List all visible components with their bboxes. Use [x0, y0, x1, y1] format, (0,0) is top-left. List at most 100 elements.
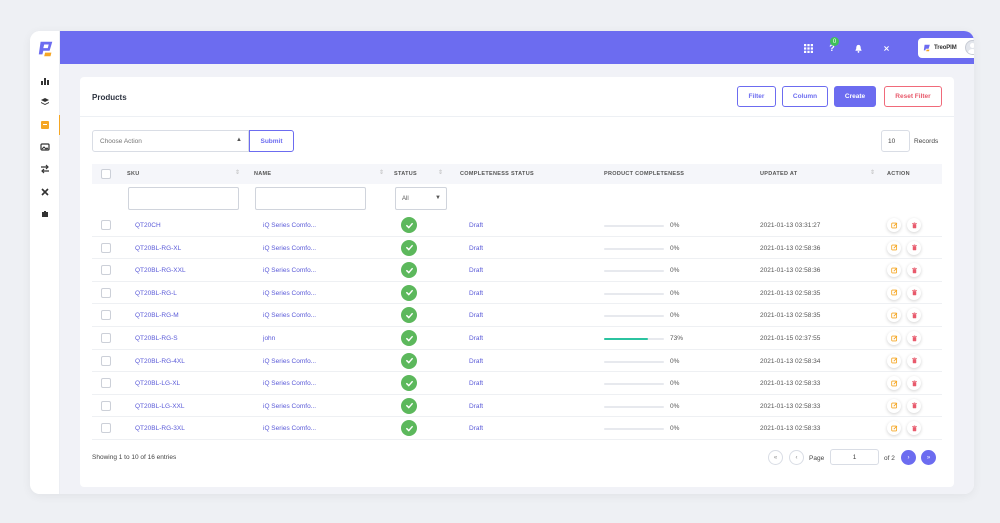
sort-icon[interactable]: ⇕	[870, 170, 876, 176]
name-filter-input[interactable]	[255, 187, 366, 210]
edit-icon[interactable]	[887, 240, 901, 255]
row-checkbox[interactable]	[101, 423, 111, 434]
sku-filter-input[interactable]	[128, 187, 239, 210]
row-checkbox[interactable]	[101, 333, 111, 343]
name-link[interactable]: iQ Series Comfo...	[263, 222, 317, 229]
row-checkbox[interactable]	[101, 400, 111, 411]
app-logo-icon[interactable]	[37, 40, 55, 58]
name-link[interactable]: iQ Series Comfo...	[263, 402, 317, 410]
page-number-input[interactable]: 1	[830, 449, 879, 465]
table-row[interactable]: QT20BL-RG-XL iQ Series Comfo... Draft 0% 202…	[92, 237, 942, 260]
help-icon[interactable]: ?	[829, 43, 835, 53]
delete-icon[interactable]	[907, 263, 921, 278]
submit-button[interactable]: Submit	[249, 130, 294, 152]
row-checkbox[interactable]	[101, 287, 111, 298]
apps-grid-icon[interactable]	[802, 42, 814, 54]
name-link[interactable]: iQ Series Comfo...	[263, 289, 317, 297]
layers-icon[interactable]	[39, 96, 51, 108]
row-checkbox[interactable]	[101, 378, 111, 389]
edit-icon[interactable]	[887, 398, 901, 413]
sku-link[interactable]: QT20BL-RG-M	[135, 312, 179, 320]
sku-link[interactable]: QT20CH	[135, 222, 161, 229]
user-menu[interactable]: TreoPIM	[918, 38, 974, 58]
row-checkbox[interactable]	[101, 310, 111, 321]
delete-icon[interactable]	[907, 308, 921, 323]
prev-page-button[interactable]: ‹	[789, 450, 804, 465]
column-header-product-completeness[interactable]: PRODUCT COMPLETENESS	[604, 171, 685, 177]
name-link[interactable]: iQ Series Comfo...	[263, 357, 317, 365]
image-icon[interactable]	[39, 141, 51, 153]
table-row[interactable]: QT20BL-RG-S john Draft 73% 2021-01-15 02:37:…	[92, 327, 942, 350]
table-row[interactable]: QT20BL-RG-L iQ Series Comfo... Draft 0% 2021…	[92, 282, 942, 305]
sku-link[interactable]: QT20BL-RG-L	[135, 289, 177, 297]
create-button[interactable]: Create	[834, 86, 876, 107]
delete-icon[interactable]	[907, 240, 921, 255]
column-header-sku[interactable]: SKU	[127, 171, 140, 177]
sku-link[interactable]: QT20BL-RG-4XL	[135, 357, 185, 365]
first-page-button[interactable]: «	[768, 450, 783, 465]
column-header-completeness-status[interactable]: COMPLETENESS STATUS	[460, 171, 534, 177]
bar-chart-icon[interactable]	[39, 75, 51, 87]
edit-icon[interactable]	[887, 285, 901, 300]
column-header-status[interactable]: STATUS	[394, 171, 417, 177]
reset-filter-button[interactable]: Reset Filter	[884, 86, 942, 107]
delete-icon[interactable]	[907, 376, 921, 391]
transfer-icon[interactable]	[39, 163, 51, 175]
delete-icon[interactable]	[907, 331, 921, 345]
delete-icon[interactable]	[907, 421, 921, 436]
row-checkbox[interactable]	[101, 220, 111, 230]
filter-button[interactable]: Filter	[737, 86, 776, 107]
delete-icon[interactable]	[907, 398, 921, 413]
edit-icon[interactable]	[887, 331, 901, 345]
table-row[interactable]: QT20BL-LG-XL iQ Series Comfo... Draft 0% 202…	[92, 372, 942, 395]
row-checkbox[interactable]	[101, 355, 111, 366]
name-link[interactable]: iQ Series Comfo...	[263, 380, 317, 388]
delete-icon[interactable]	[907, 218, 921, 232]
collapse-icon[interactable]	[880, 42, 892, 54]
name-link[interactable]: iQ Series Comfo...	[263, 267, 317, 275]
sort-icon[interactable]: ⇕	[235, 170, 241, 176]
table-row[interactable]: QT20CH iQ Series Comfo... Draft 0% 2021-01-1…	[92, 214, 942, 237]
edit-icon[interactable]	[887, 263, 901, 278]
name-link[interactable]: iQ Series Comfo...	[263, 244, 317, 252]
avatar[interactable]	[965, 40, 974, 55]
sort-icon[interactable]: ⇕	[438, 170, 444, 176]
bell-icon[interactable]	[852, 42, 864, 54]
name-link[interactable]: iQ Series Comfo...	[263, 425, 317, 433]
sku-link[interactable]: QT20BL-RG-S	[135, 335, 178, 342]
records-per-page-input[interactable]: 10	[881, 130, 910, 152]
next-page-button[interactable]: ›	[901, 450, 916, 465]
box-icon[interactable]	[39, 115, 61, 135]
table-row[interactable]: QT20BL-RG-3XL iQ Series Comfo... Draft 0% 20…	[92, 417, 942, 440]
column-header-name[interactable]: NAME	[254, 171, 272, 177]
table-row[interactable]: QT20BL-LG-XXL iQ Series Comfo... Draft 0% 20…	[92, 395, 942, 418]
column-header-updated-at[interactable]: UPDATED AT	[760, 171, 798, 177]
select-all-checkbox[interactable]	[101, 169, 111, 179]
sku-link[interactable]: QT20BL-LG-XXL	[135, 402, 185, 410]
edit-icon[interactable]	[887, 353, 901, 368]
table-row[interactable]: QT20BL-RG-M iQ Series Comfo... Draft 0% 2021…	[92, 304, 942, 327]
puzzle-icon[interactable]	[39, 208, 51, 220]
table-row[interactable]: QT20BL-RG-4XL iQ Series Comfo... Draft 0% 20…	[92, 350, 942, 373]
edit-icon[interactable]	[887, 308, 901, 323]
status-filter-select[interactable]: All ▼	[395, 187, 447, 210]
sku-link[interactable]: QT20BL-RG-3XL	[135, 425, 185, 433]
edit-icon[interactable]	[887, 218, 901, 232]
table-row[interactable]: QT20BL-RG-XXL iQ Series Comfo... Draft 0% 20…	[92, 259, 942, 282]
last-page-button[interactable]: »	[921, 450, 936, 465]
choose-action-select[interactable]: Choose Action ▲︎	[92, 130, 249, 152]
edit-icon[interactable]	[887, 421, 901, 436]
sku-link[interactable]: QT20BL-RG-XL	[135, 244, 182, 252]
name-link[interactable]: iQ Series Comfo...	[263, 312, 317, 320]
tools-icon[interactable]	[39, 186, 51, 198]
delete-icon[interactable]	[907, 285, 921, 300]
edit-icon[interactable]	[887, 376, 901, 391]
sku-link[interactable]: QT20BL-RG-XXL	[135, 267, 186, 275]
sku-link[interactable]: QT20BL-LG-XL	[135, 380, 181, 388]
name-link[interactable]: john	[263, 335, 276, 342]
column-button[interactable]: Column	[782, 86, 828, 107]
delete-icon[interactable]	[907, 353, 921, 368]
sort-icon[interactable]: ⇕	[379, 170, 385, 176]
row-checkbox[interactable]	[101, 265, 111, 276]
row-checkbox[interactable]	[101, 242, 111, 253]
